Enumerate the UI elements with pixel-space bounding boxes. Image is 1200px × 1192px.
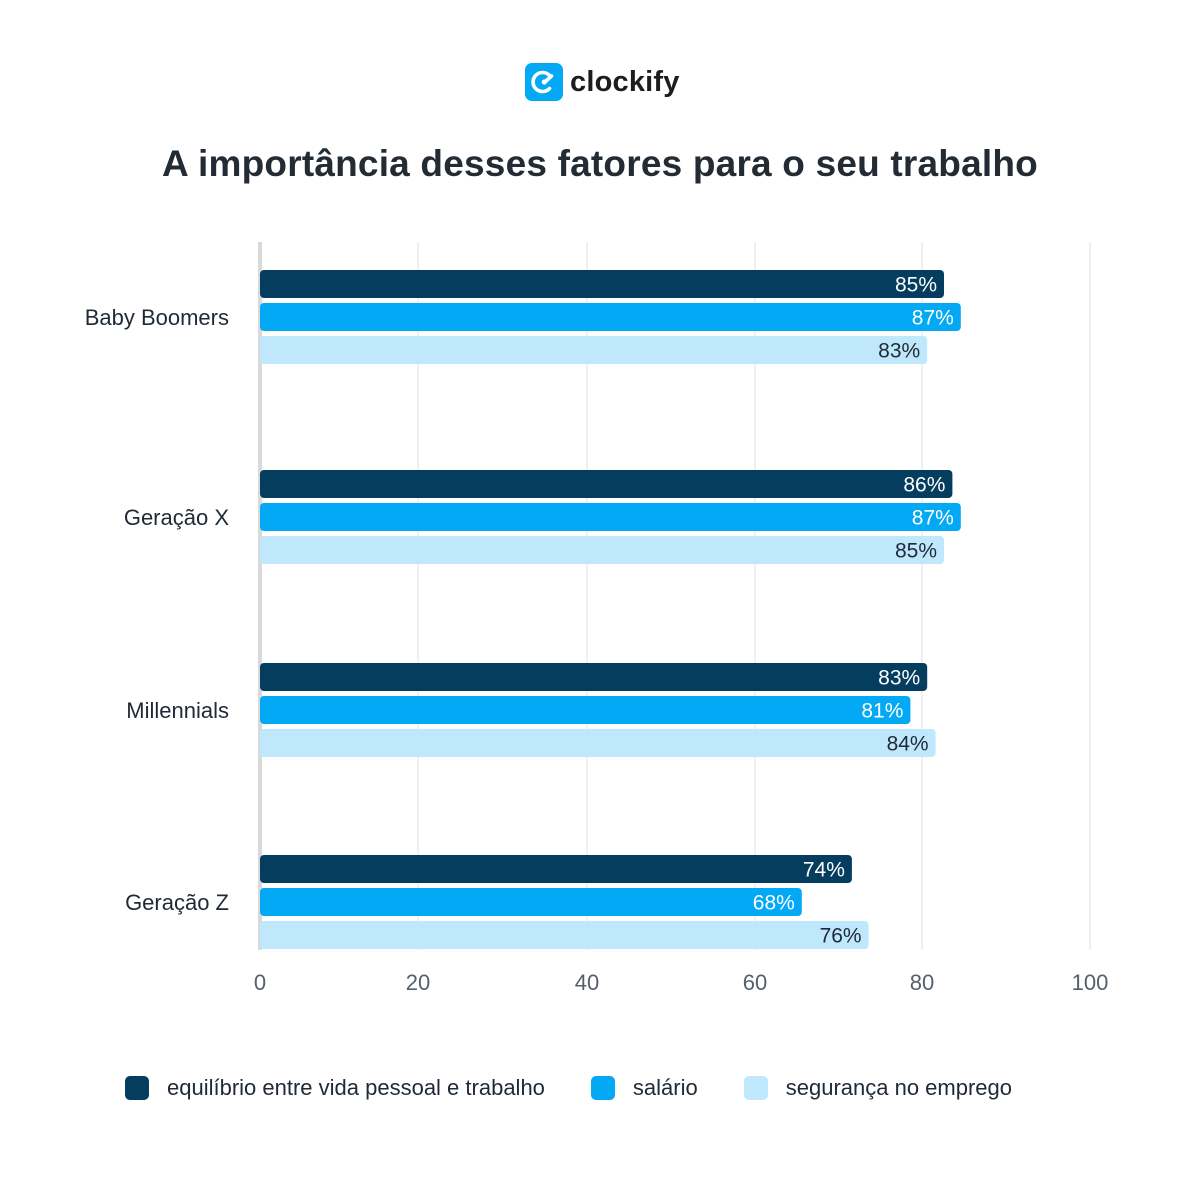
- bars: 85% 87% 83% 86% 87% 85% 83% 81% 84% 74% 68% 76%: [260, 270, 961, 949]
- legend-swatch: [590, 1076, 615, 1100]
- category-labels: Baby Boomers Geração X Millennials Geração …: [85, 305, 230, 915]
- bar: [260, 270, 944, 298]
- bar-chart: 85% 87% 83% 86% 87% 85% 83% 81% 84% 74% 68% 76% Bab…: [85, 242, 1108, 995]
- brand-name: clockify: [570, 65, 680, 98]
- bar: [260, 855, 852, 883]
- x-tick-label: 80: [910, 970, 934, 995]
- legend-swatch: [125, 1076, 149, 1100]
- bar: [260, 696, 911, 724]
- bar-value-label: 85%: [895, 274, 937, 297]
- category-label: Geração X: [124, 505, 229, 530]
- bar: [260, 536, 944, 564]
- legend-item: salário: [590, 1075, 698, 1101]
- legend-label: segurança no emprego: [785, 1075, 1012, 1100]
- bar-value-label: 81%: [861, 700, 903, 723]
- bar-value-label: 74%: [803, 859, 845, 882]
- bar-value-label: 85%: [895, 540, 937, 563]
- bar: [260, 921, 869, 949]
- bar-value-label: 87%: [912, 307, 954, 330]
- clockify-logo-icon: [525, 63, 563, 101]
- x-tick-label: 40: [575, 970, 599, 995]
- bar-value-label: 87%: [912, 507, 954, 530]
- bar-value-label: 83%: [878, 667, 920, 690]
- legend-swatch: [743, 1076, 768, 1100]
- bar-value-label: 86%: [903, 474, 945, 497]
- legend-item: equilíbrio entre vida pessoal e trabalho: [125, 1075, 545, 1101]
- bar-value-label: 68%: [753, 892, 795, 915]
- category-label: Millennials: [126, 698, 229, 723]
- legend: equilíbrio entre vida pessoal e trabalho…: [125, 1075, 1058, 1101]
- clockify-logo: clockify: [525, 63, 680, 101]
- bar-value-label: 83%: [878, 340, 920, 363]
- x-tick-label: 20: [406, 970, 430, 995]
- bar-value-label: 76%: [820, 925, 862, 948]
- category-label: Baby Boomers: [85, 305, 229, 330]
- bar-value-label: 84%: [887, 733, 929, 756]
- x-tick-labels: 0 20 40 60 80 100: [254, 970, 1108, 995]
- category-label: Geração Z: [125, 890, 229, 915]
- bar: [260, 303, 961, 331]
- bar: [260, 470, 953, 498]
- bar: [260, 336, 928, 364]
- legend-item: segurança no emprego: [743, 1075, 1012, 1101]
- bar: [260, 663, 928, 691]
- bar: [260, 503, 961, 531]
- x-tick-label: 100: [1072, 970, 1109, 995]
- x-tick-label: 0: [254, 970, 266, 995]
- x-tick-label: 60: [743, 970, 767, 995]
- bar: [260, 888, 802, 916]
- legend-label: salário: [632, 1075, 698, 1100]
- bar: [260, 729, 936, 757]
- legend-label: equilíbrio entre vida pessoal e trabalho: [167, 1075, 545, 1100]
- chart-title: A importância desses fatores para o seu …: [162, 143, 1038, 184]
